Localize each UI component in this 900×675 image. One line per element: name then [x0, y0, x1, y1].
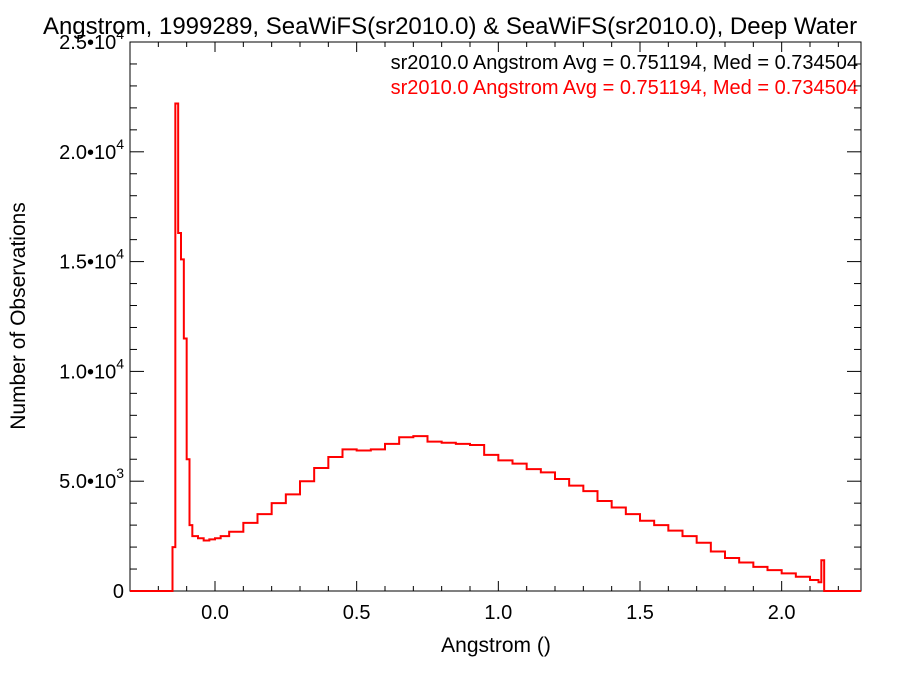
y-tick-label: 2.0•104: [59, 136, 124, 164]
legend-entry: sr2010.0 Angstrom Avg = 0.751194, Med = …: [391, 52, 858, 74]
legend-entry: sr2010.0 Angstrom Avg = 0.751194, Med = …: [391, 77, 858, 99]
y-tick-exponent: 4: [116, 136, 124, 152]
x-tick-label: 0.0: [201, 602, 229, 624]
y-tick-label: 5.0•103: [59, 465, 124, 493]
y-tick-exponent: 3: [116, 465, 124, 481]
y-tick-label: 0: [113, 581, 124, 603]
y-tick-exponent: 4: [116, 355, 124, 371]
y-tick-label: 2.5•104: [59, 26, 124, 54]
legend: sr2010.0 Angstrom Avg = 0.751194, Med = …: [391, 52, 858, 99]
y-axis-title: Number of Observations: [7, 202, 30, 430]
x-tick-label: 1.0: [484, 602, 512, 624]
y-tick-exponent: 4: [116, 26, 124, 42]
x-axis-title: Angstrom (): [441, 634, 551, 657]
y-tick-mantissa: 5.0•10: [59, 471, 116, 493]
x-tick-label: 2.0: [768, 602, 796, 624]
y-tick-label: 1.5•104: [59, 246, 124, 274]
y-tick-mantissa: 2.0•10: [59, 142, 116, 164]
plot-frame: [129, 41, 862, 592]
x-tick-label: 0.5: [343, 602, 371, 624]
histogram-series-line: [130, 102, 861, 592]
x-tick-label: 1.5: [626, 602, 654, 624]
y-tick-mantissa: 2.5•10: [59, 32, 116, 54]
y-tick-exponent: 4: [116, 246, 124, 262]
y-tick-mantissa: 1.5•10: [59, 252, 116, 274]
x-axis: 0.0 0.5 1.0 1.5 2.0: [157, 42, 839, 624]
y-tick-label: 1.0•104: [59, 355, 124, 383]
chart-title: Angstrom, 1999289, SeaWiFS(sr2010.0) & S…: [43, 13, 857, 40]
y-tick-mantissa: 1.0•10: [59, 361, 116, 383]
y-tick-mantissa: 0: [113, 581, 124, 603]
